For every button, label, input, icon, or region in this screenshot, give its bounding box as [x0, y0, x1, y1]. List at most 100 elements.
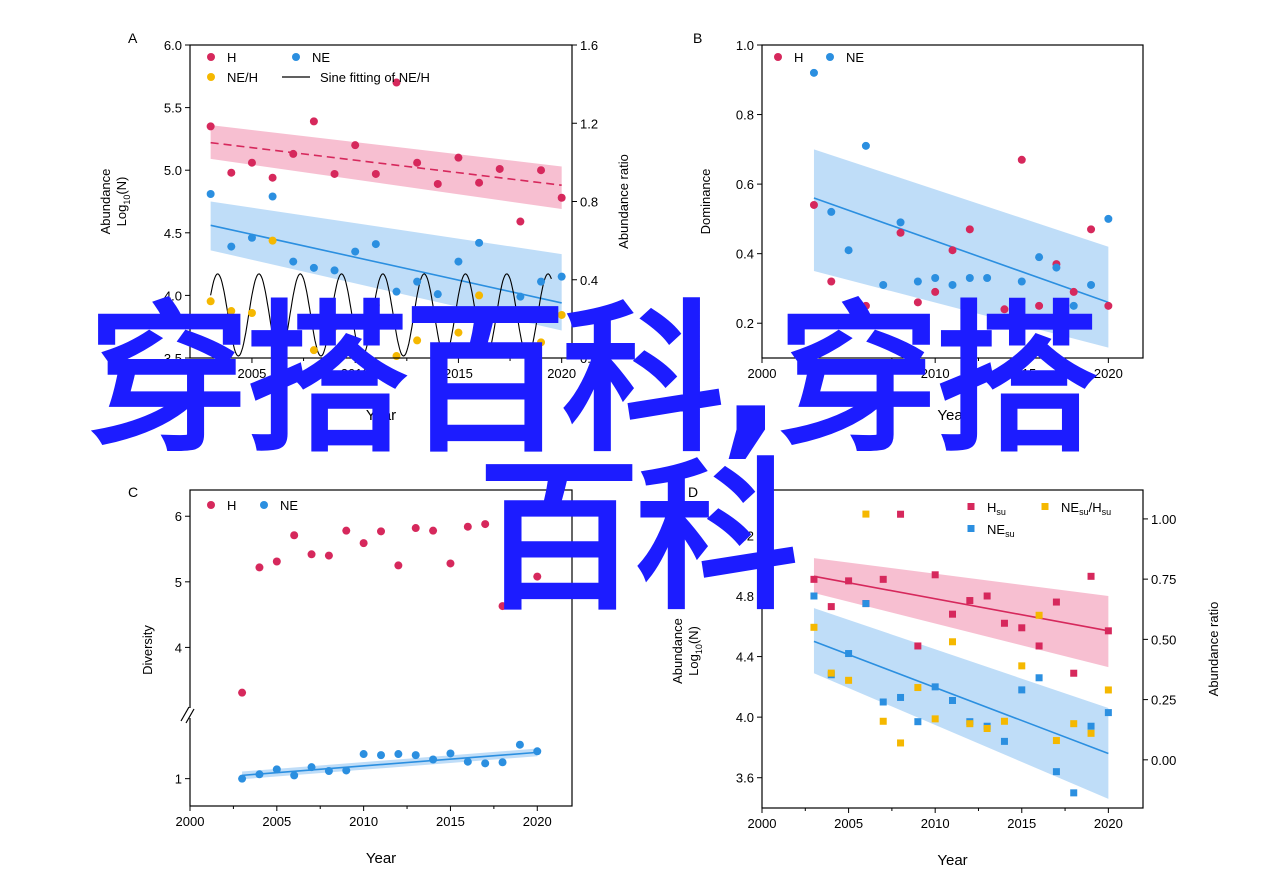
legend-label: NE	[846, 50, 864, 65]
data-point-ne	[454, 257, 463, 266]
data-point-ne	[983, 274, 992, 283]
panel-b-chart: 2000 2010 2015 2020 0.2 0.4 0.6 0.8 1.0 Dominance…	[698, 38, 1144, 424]
data-point-ne	[206, 189, 215, 198]
data-point-ne-h	[557, 310, 566, 319]
watermark-line-2: 百科	[478, 445, 798, 633]
panel-c-chart: 2000 2005 2010 2015 2020 1 4 5 6 Diversity Year H NE	[140, 489, 573, 867]
data-point-ne	[862, 600, 870, 608]
data-point-ne-h	[227, 307, 236, 316]
plot-frame	[761, 489, 1144, 809]
y2-tick-label: 0.8	[580, 195, 598, 210]
data-point-ne	[1069, 301, 1078, 310]
data-point-h	[931, 571, 939, 579]
confidence-band-ne	[813, 149, 1109, 348]
data-point-ne	[533, 747, 542, 756]
axis-break-gap	[182, 708, 198, 718]
x-tick-label: 2005	[237, 366, 266, 381]
y-tick-label: 0.4	[736, 247, 754, 262]
sine-fit-curve	[210, 273, 552, 357]
watermark-line-1: 穿搭百科,穿搭	[88, 287, 1098, 475]
data-point-ne-h	[1052, 737, 1060, 745]
data-point-h	[948, 246, 957, 255]
y-tick-label: 4.5	[164, 226, 182, 241]
data-point-h	[475, 178, 484, 187]
data-point-h	[227, 168, 236, 177]
x-tick-label: 2015	[436, 814, 465, 829]
y2-tick-label: 0.75	[1151, 572, 1176, 587]
legend-label: NE	[312, 50, 330, 65]
data-point-ne-h	[879, 717, 887, 725]
fit-line-ne	[813, 197, 1109, 304]
y-tick-label: 0.8	[736, 108, 754, 123]
legend-label: H	[227, 498, 236, 513]
legend-label: NEsu	[987, 522, 1015, 539]
data-point-h	[307, 550, 316, 559]
data-point-ne	[289, 257, 298, 266]
data-point-ne	[827, 207, 836, 216]
data-point-ne	[537, 277, 546, 286]
data-point-h	[1104, 301, 1113, 310]
data-point-h	[983, 592, 991, 600]
legend-marker	[292, 53, 300, 61]
data-point-ne-h	[413, 336, 422, 345]
data-point-ne-h	[810, 623, 818, 631]
legend-label: H	[227, 50, 236, 65]
data-point-h	[206, 122, 215, 131]
data-point-h	[913, 298, 922, 307]
y-tick-label: 3.6	[736, 771, 754, 786]
data-point-ne	[255, 770, 264, 779]
data-point-ne	[475, 238, 484, 247]
data-point-h	[1069, 287, 1078, 296]
data-point-ne	[897, 693, 905, 701]
fit-line-ne	[242, 751, 538, 777]
data-point-h	[359, 539, 368, 548]
data-point-h	[914, 642, 922, 650]
y2-axis-label: Abundance ratio	[616, 154, 631, 249]
data-point-h	[247, 158, 256, 167]
confidence-band-ne	[813, 608, 1109, 799]
panel-label-c: C	[128, 484, 138, 500]
y-tick-label: 5.5	[164, 101, 182, 116]
data-point-h	[394, 561, 403, 570]
legend-marker	[1041, 503, 1049, 510]
x-tick-label: 2000	[748, 816, 777, 831]
x-tick-label: 2020	[1094, 816, 1123, 831]
y-tick-label: 4	[175, 640, 182, 655]
x-tick-label: 2000	[748, 366, 777, 381]
data-point-ne	[516, 292, 525, 301]
legend-label: Sine fitting of NE/H	[320, 70, 430, 85]
data-point-ne-h	[371, 301, 380, 310]
data-point-ne	[1052, 768, 1060, 776]
legend-marker	[967, 525, 975, 532]
data-point-ne-h	[1104, 686, 1112, 694]
x-axis-label: Year	[937, 407, 967, 424]
data-point-ne	[1070, 789, 1078, 797]
data-point-ne	[913, 277, 922, 286]
data-point-h	[454, 153, 463, 162]
data-point-h	[966, 597, 974, 605]
data-point-h	[411, 524, 420, 533]
legend-marker	[207, 53, 215, 61]
data-point-ne	[844, 246, 853, 255]
y-tick-label: 4.0	[164, 288, 182, 303]
data-point-ne-h	[1087, 729, 1095, 737]
legend-marker	[207, 73, 215, 81]
y-tick-label: 5.2	[736, 528, 754, 543]
legend-label: H	[794, 50, 803, 65]
data-point-h	[463, 522, 472, 531]
data-point-ne	[845, 650, 853, 658]
data-point-ne	[914, 718, 922, 726]
data-point-h	[1000, 619, 1008, 627]
panel-label-a: A	[128, 30, 138, 46]
data-point-ne	[433, 290, 442, 299]
data-point-h	[1087, 225, 1096, 234]
fit-line-h	[813, 575, 1109, 632]
data-point-h	[949, 610, 956, 618]
panel-d-chart: 2000 2005 2010 2015 2020 3.6 4.0 4.4 4.8 5.2 0.00 0…	[670, 489, 1221, 869]
data-point-ne	[931, 683, 939, 691]
y-axis-label: Diversity	[140, 625, 155, 675]
data-point-h	[516, 217, 525, 226]
data-point-h	[255, 563, 264, 572]
data-point-h	[533, 572, 542, 581]
data-point-ne-h	[495, 344, 504, 353]
